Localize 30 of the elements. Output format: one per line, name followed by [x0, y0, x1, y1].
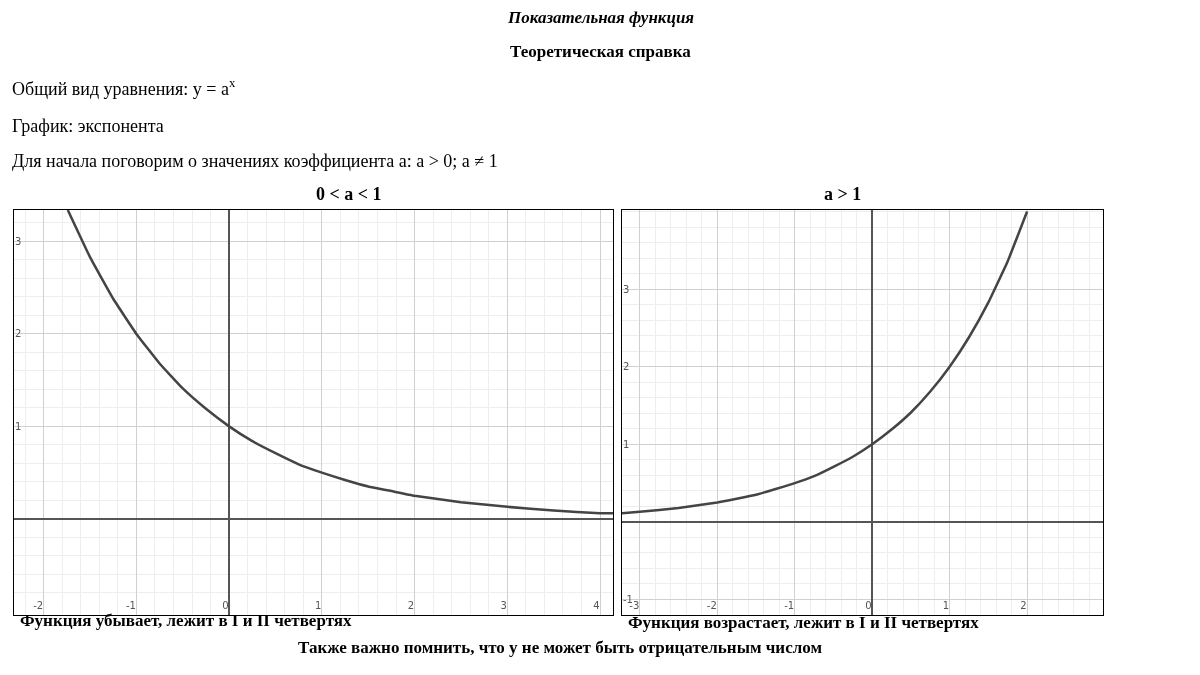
text: Для начала поговорим о значениях коэффициента a: a > 0; a ≠ 1	[12, 151, 498, 171]
x-tick-label: -2	[706, 600, 717, 611]
text: Показательная функция	[507, 8, 695, 27]
y-tick-label: 2	[623, 361, 630, 373]
y-tick-label: 1	[15, 420, 22, 432]
text: Теоретическая справка	[510, 42, 692, 61]
x-tick-label: 2	[1020, 600, 1027, 611]
x-tick-label: 0	[222, 600, 229, 611]
y-tick-label: 2	[15, 328, 22, 340]
text: График: экспонента	[12, 116, 164, 136]
line-series	[622, 210, 1029, 515]
annotation: Функция возрастает, лежит в I и II четвертях	[628, 613, 980, 632]
x-tick-label: -3	[629, 600, 640, 611]
chart-title: a > 1	[824, 184, 862, 204]
y-tick-label: 1	[623, 438, 630, 450]
x-tick-label: -1	[784, 600, 795, 611]
x-tick-label: 3	[500, 600, 507, 611]
x-tick-label: 1	[942, 600, 950, 611]
chart-title: 0 < a < 1	[316, 184, 382, 204]
line-series	[66, 210, 613, 515]
x-tick-label: -2	[33, 600, 44, 611]
y-tick-label: 3	[623, 283, 630, 295]
x-tick-label: 1	[314, 600, 322, 611]
text: Общий вид уравнения: y = a$^{x}$	[12, 76, 236, 99]
x-tick-label: 0	[865, 600, 872, 611]
x-tick-label: 4	[593, 600, 600, 611]
x-tick-label: 2	[407, 600, 415, 611]
text: Также важно помнить, что y не может быть отрицательным числом	[298, 638, 823, 657]
y-tick-label: 3	[15, 235, 22, 247]
x-tick-label: -1	[125, 600, 136, 611]
